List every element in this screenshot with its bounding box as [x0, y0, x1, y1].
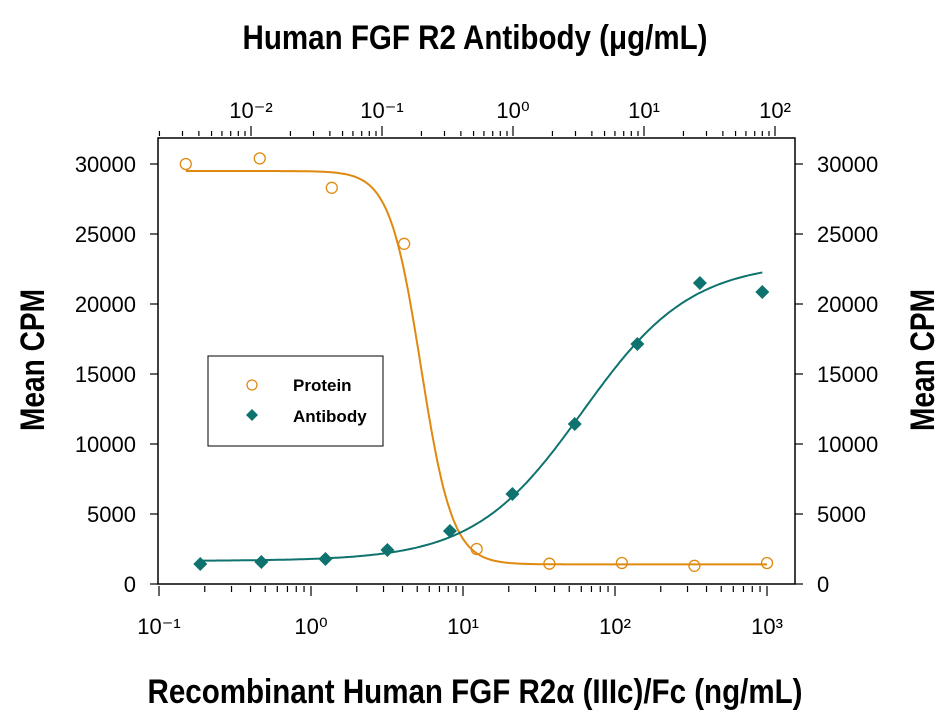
bottom-tick-label: 10² [599, 614, 631, 639]
protein-data-point [325, 181, 338, 194]
protein-data-point [760, 556, 774, 570]
protein-data-point [179, 157, 192, 171]
top-tick-label: 10⁻² [229, 98, 272, 123]
antibody-data-point [630, 337, 645, 352]
left-tick-label: 0 [124, 572, 136, 597]
legend-box [207, 355, 384, 447]
protein-data-point [615, 556, 629, 570]
protein-data-point [253, 152, 266, 165]
left-tick-label: 30000 [75, 152, 136, 177]
top-tick-label: 10¹ [628, 98, 660, 123]
top-tick-label: 10² [759, 98, 791, 123]
right-axis-title: Mean CPM [904, 289, 942, 431]
legend-protein-label: Protein [293, 376, 352, 395]
protein-data-point [543, 557, 556, 570]
plot-frame [157, 137, 796, 585]
top-tick-label: 10⁻¹ [360, 98, 403, 123]
bottom-axis-title: Recombinant Human FGF R2α (IIIc)/Fc (ng/… [148, 673, 803, 711]
legend-antibody-marker [246, 409, 258, 421]
legend: Protein Antibody [207, 355, 384, 447]
right-tick-label: 25000 [817, 222, 878, 247]
bottom-tick-label: 10¹ [447, 614, 479, 639]
antibody-fit-curve [200, 271, 763, 562]
antibody-data-point [193, 556, 208, 571]
bottom-tick-label: 10⁰ [294, 614, 327, 639]
left-tick-label: 25000 [75, 222, 136, 247]
right-tick-label: 5000 [817, 502, 866, 527]
right-tick-label: 30000 [817, 152, 878, 177]
antibody-data-point [254, 555, 269, 570]
right-tick-label: 10000 [817, 432, 878, 457]
legend-antibody-label: Antibody [293, 407, 367, 426]
left-tick-label: 15000 [75, 362, 136, 387]
protein-data-point [470, 542, 483, 556]
antibody-data-point [505, 486, 520, 501]
antibody-data-point [380, 542, 395, 557]
antibody-data-point [442, 523, 457, 538]
top-tick-label: 10⁰ [496, 98, 529, 123]
antibody-data-point [318, 551, 333, 566]
bottom-tick-label: 10⁻¹ [137, 614, 180, 639]
protein-data-point [397, 237, 411, 250]
left-tick-label: 20000 [75, 292, 136, 317]
right-tick-label: 0 [817, 572, 829, 597]
legend-protein-marker [246, 379, 258, 391]
protein-data-point [688, 559, 701, 572]
protein-fit-curve [185, 170, 767, 566]
right-tick-label: 15000 [817, 362, 878, 387]
left-tick-label: 10000 [75, 432, 136, 457]
bottom-tick-label: 10³ [751, 614, 783, 639]
top-axis-title: Human FGF R2 Antibody (μg/mL) [243, 19, 708, 57]
antibody-data-point [692, 276, 707, 290]
left-tick-label: 5000 [87, 502, 136, 527]
right-tick-label: 20000 [817, 292, 878, 317]
left-axis-title: Mean CPM [14, 289, 52, 431]
antibody-data-point [567, 416, 582, 431]
antibody-data-point [755, 284, 770, 299]
